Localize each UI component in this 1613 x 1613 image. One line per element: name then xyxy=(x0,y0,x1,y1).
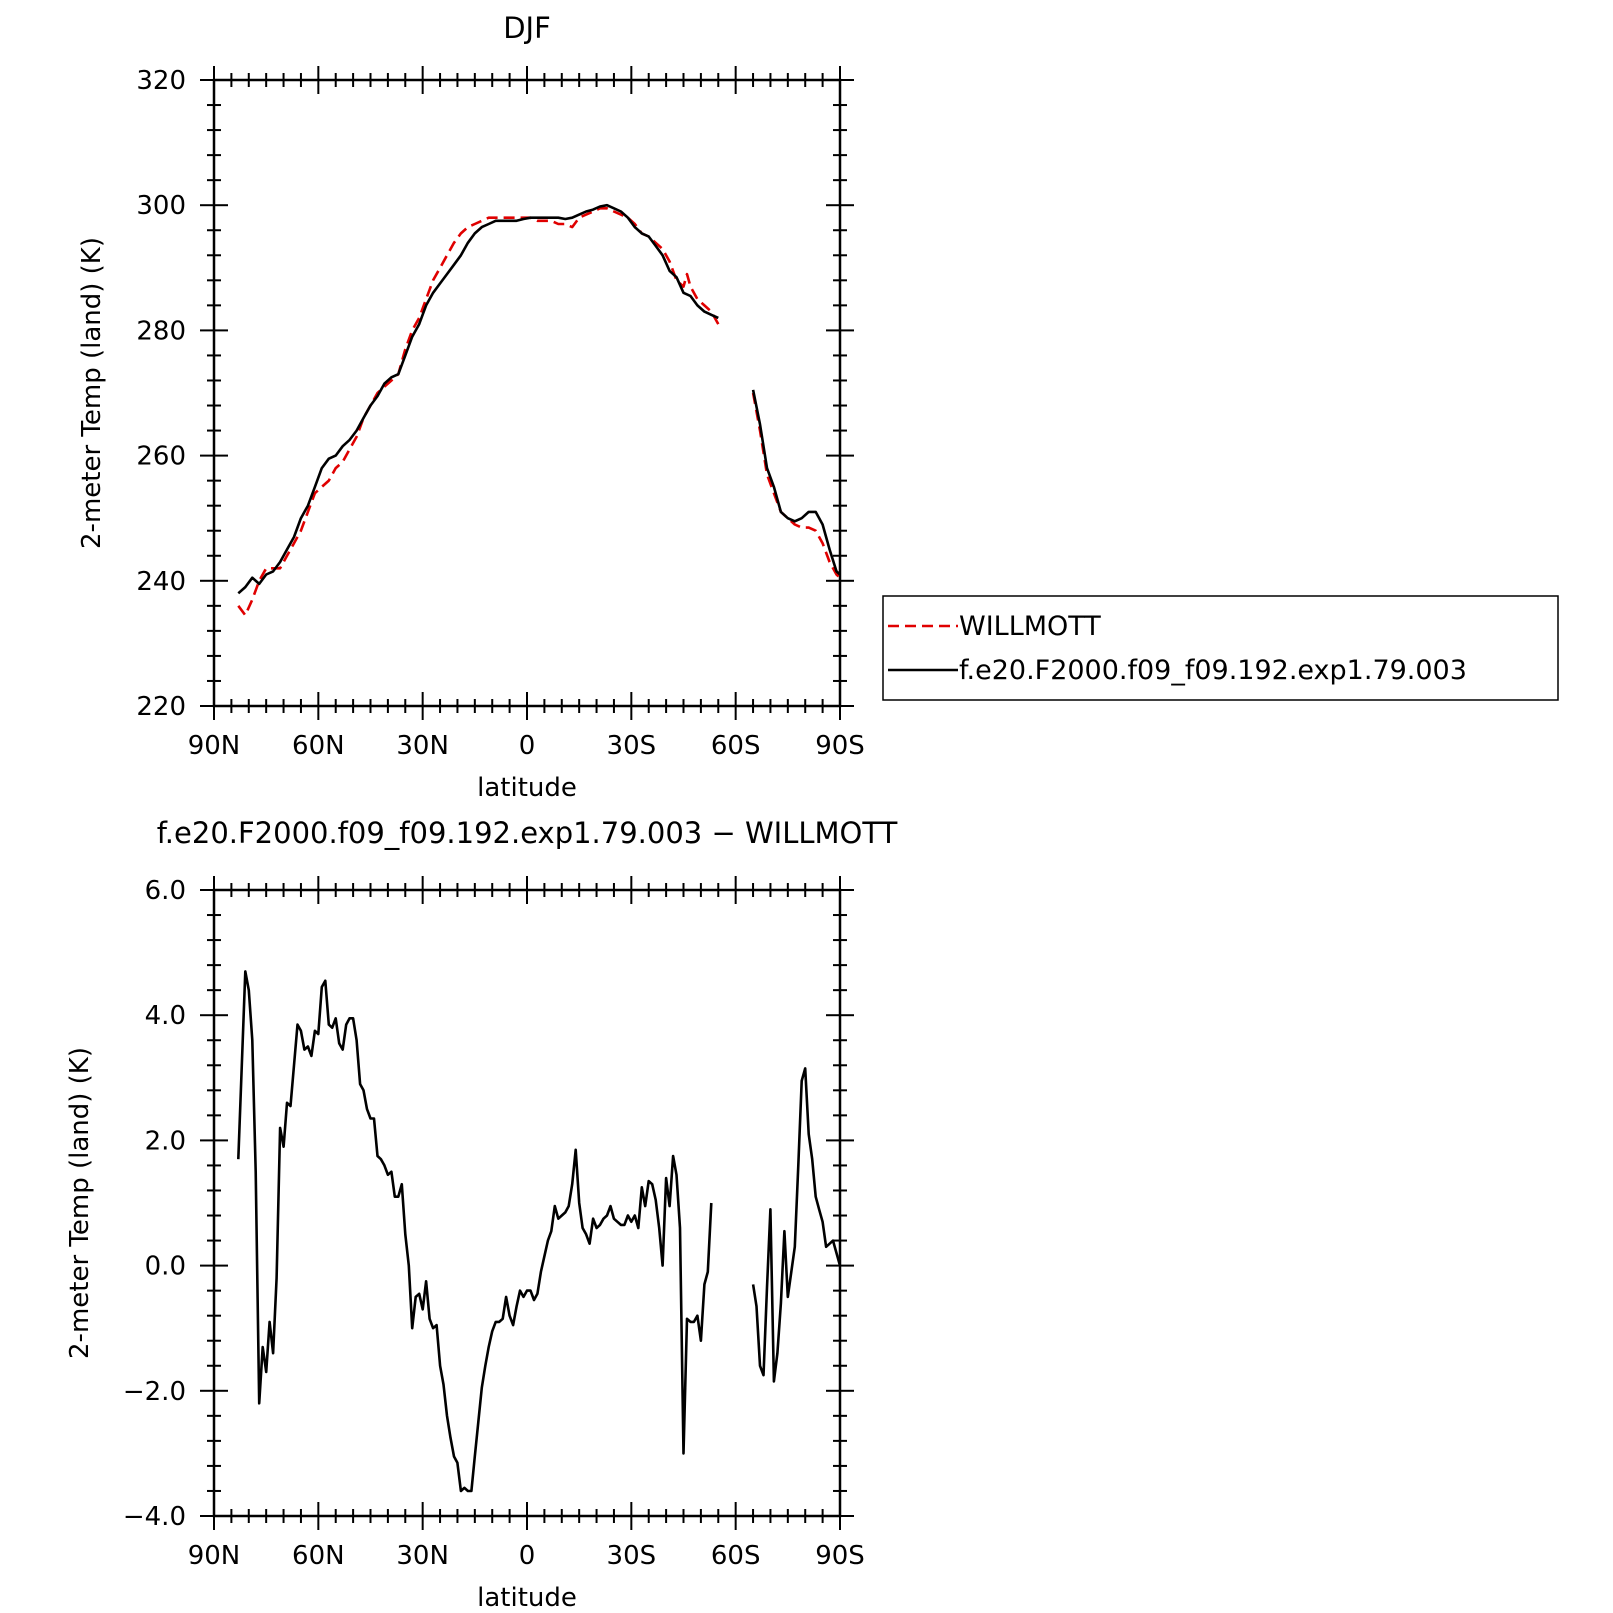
upper-panel-djf: 90N 60N 30N 0 30S 60S 90S 220 240 260 280 300 320 lat… xyxy=(77,11,1559,803)
chart-title: DJF xyxy=(503,11,551,45)
series-line-0 xyxy=(751,392,841,579)
y-tick-label: 280 xyxy=(136,316,186,346)
y-axis-label: 2-meter Temp (land) (K) xyxy=(65,1047,95,1359)
x-tick-label: 30N xyxy=(396,1541,449,1571)
legend-box xyxy=(882,595,1559,701)
x-tick-label: 0 xyxy=(519,731,536,761)
y-tick-label: −2.0 xyxy=(123,1377,186,1407)
x-tick-label: 90S xyxy=(815,731,865,761)
series-line-1 xyxy=(237,203,719,595)
y-tick-label: 6.0 xyxy=(145,876,186,906)
y-tick-label: 260 xyxy=(136,442,186,472)
plot-frame xyxy=(212,888,842,1518)
x-tick-label: 60S xyxy=(711,1541,761,1571)
y-tick-label: 0.0 xyxy=(145,1252,186,1282)
y-tick-label: 240 xyxy=(136,567,186,597)
legend-label: WILLMOTT xyxy=(959,611,1101,642)
y-tick-label: 320 xyxy=(136,66,186,96)
y-tick-label: 2.0 xyxy=(145,1126,186,1156)
lower-panel-difference: 90N 60N 30N 0 30S 60S 90S −4.0 −2.0 0.0 2.0 4.0 6.0 l… xyxy=(65,816,898,1613)
x-tick-label: 30S xyxy=(607,1541,657,1571)
x-tick-label: 30N xyxy=(396,731,449,761)
x-tick-label: 60N xyxy=(292,731,345,761)
x-tick-label: 60S xyxy=(711,731,761,761)
x-tick-label: 90N xyxy=(188,1541,241,1571)
x-tick-label: 90N xyxy=(188,731,241,761)
x-axis-label: latitude xyxy=(477,773,577,803)
series-line-0 xyxy=(751,1067,842,1383)
x-tick-label: 0 xyxy=(519,1541,536,1571)
y-axis-label: 2-meter Temp (land) (K) xyxy=(77,237,107,549)
series-line-0 xyxy=(237,207,720,617)
y-tick-label: −4.0 xyxy=(123,1502,186,1532)
y-tick-label: 220 xyxy=(136,692,186,722)
x-tick-label: 60N xyxy=(292,1541,345,1571)
x-axis-label: latitude xyxy=(477,1583,577,1613)
x-tick-label: 90S xyxy=(815,1541,865,1571)
x-tick-label: 30S xyxy=(607,731,657,761)
plot-frame xyxy=(212,78,842,708)
series-line-1 xyxy=(751,389,841,576)
series-line-0 xyxy=(237,970,713,1493)
legend-label: f.e20.F2000.f09_f09.192.exp1.79.003 xyxy=(959,655,1467,686)
y-tick-label: 4.0 xyxy=(145,1001,186,1031)
chart-title: f.e20.F2000.f09_f09.192.exp1.79.003 − WI… xyxy=(157,816,898,850)
y-tick-label: 300 xyxy=(136,191,186,221)
